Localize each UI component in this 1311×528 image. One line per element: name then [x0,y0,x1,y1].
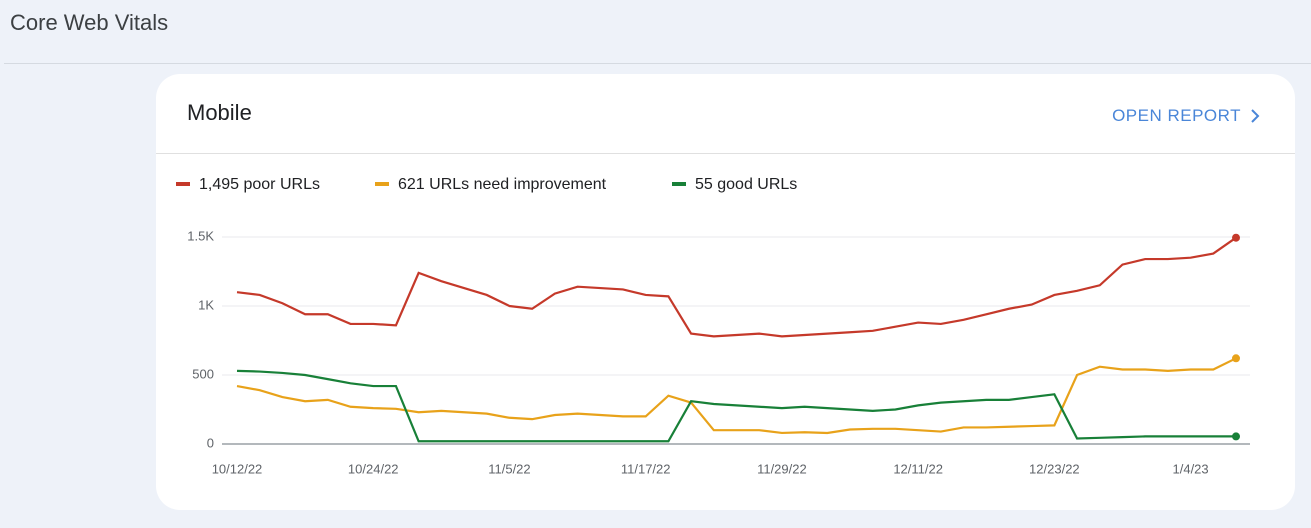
card-title: Mobile [187,100,252,125]
y-tick-label: 500 [192,366,214,381]
x-tick-label: 12/11/22 [893,461,943,476]
series-line [236,357,1237,435]
divider [4,63,1311,64]
x-tick-label: 1/4/23 [1173,461,1209,476]
end-dot [1232,354,1240,363]
legend-label: 621 URLs need improvement [398,176,607,193]
x-tick-label: 11/5/22 [488,461,530,476]
open-report-link[interactable]: OPEN REPORT [1112,106,1241,125]
x-tick-label: 12/23/22 [1029,461,1080,476]
series-line [236,236,1237,338]
legend-label: 55 good URLs [695,176,797,193]
x-tick-label: 11/29/22 [757,461,807,476]
end-dot [1232,432,1240,441]
card-divider [156,153,1295,154]
y-tick-label: 0 [207,435,214,450]
page-title: Core Web Vitals [10,10,169,35]
y-tick-label: 1K [198,297,214,312]
x-tick-label: 11/17/22 [621,461,671,476]
x-tick-label: 10/12/22 [212,461,263,476]
legend-label: 1,495 poor URLs [199,176,320,193]
x-tick-label: 10/24/22 [348,461,399,476]
series-line [236,369,1236,443]
chevron-icon[interactable] [1249,107,1261,125]
y-tick-label: 1.5K [187,228,214,243]
end-dot [1232,233,1240,242]
